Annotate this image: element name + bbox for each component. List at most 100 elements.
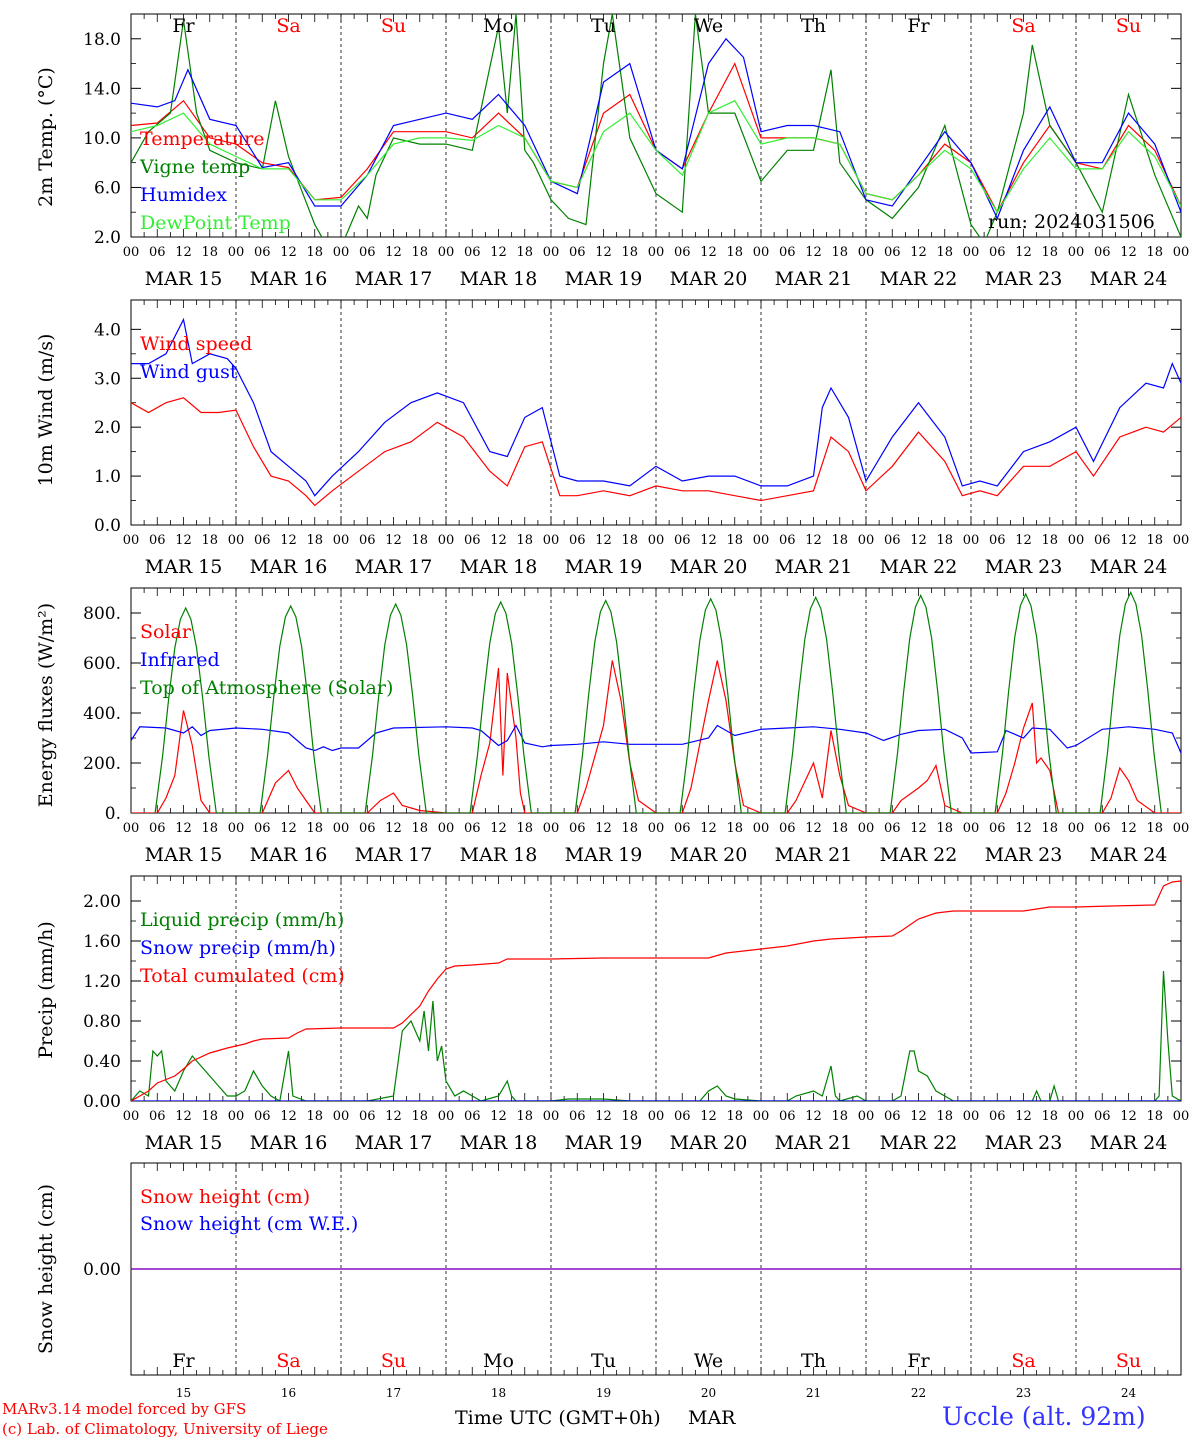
hour-tick-label: 12 bbox=[280, 533, 297, 548]
hour-tick-label: 06 bbox=[989, 1109, 1006, 1124]
hour-tick-label: 06 bbox=[254, 533, 271, 548]
date-label: MAR 18 bbox=[460, 1132, 538, 1154]
hour-tick-label: 12 bbox=[1015, 245, 1032, 260]
hour-tick-label: 06 bbox=[779, 1109, 796, 1124]
hour-tick-label: 06 bbox=[359, 533, 376, 548]
hour-tick-label: 18 bbox=[831, 821, 848, 836]
run-label: run: 2024031506 bbox=[988, 211, 1155, 233]
legend-entry: Snow height (cm W.E.) bbox=[140, 1213, 358, 1235]
hour-tick-label: 00 bbox=[648, 533, 665, 548]
hour-tick-label: 12 bbox=[595, 821, 612, 836]
date-label: MAR 16 bbox=[250, 844, 328, 866]
hour-tick-label: 12 bbox=[385, 1109, 402, 1124]
hour-tick-label: 18 bbox=[306, 821, 323, 836]
weekday-label: Su bbox=[381, 15, 406, 37]
hour-tick-label: 18 bbox=[726, 821, 743, 836]
station-label: Uccle (alt. 92m) bbox=[942, 1402, 1146, 1431]
hour-tick-label: 12 bbox=[1120, 245, 1137, 260]
y-tick-label: 0.00 bbox=[83, 1092, 121, 1112]
hour-tick-label: 00 bbox=[753, 821, 770, 836]
weekday-label: Fr bbox=[172, 15, 195, 37]
weekday-label: Sa bbox=[276, 15, 300, 37]
date-label: MAR 20 bbox=[670, 844, 748, 866]
hour-tick-label: 00 bbox=[963, 1109, 980, 1124]
legend-entry: Total cumulated (cm) bbox=[140, 965, 345, 987]
hour-tick-label: 00 bbox=[123, 1109, 140, 1124]
hour-tick-label: 18 bbox=[1041, 821, 1058, 836]
hour-tick-label: 18 bbox=[516, 245, 533, 260]
hour-tick-label: 12 bbox=[910, 821, 927, 836]
weekday-label: Su bbox=[381, 1350, 406, 1372]
date-label: MAR 24 bbox=[1090, 1132, 1168, 1154]
hour-tick-label: 12 bbox=[595, 245, 612, 260]
day-number-label: 16 bbox=[281, 1386, 296, 1400]
hour-tick-label: 18 bbox=[411, 821, 428, 836]
y-tick-label: 1.60 bbox=[83, 932, 121, 952]
date-label: MAR 17 bbox=[355, 268, 433, 290]
hour-tick-label: 06 bbox=[359, 821, 376, 836]
hour-tick-label: 18 bbox=[411, 1109, 428, 1124]
legend-entry: Humidex bbox=[140, 184, 227, 206]
hour-tick-label: 18 bbox=[306, 1109, 323, 1124]
date-label: MAR 21 bbox=[775, 556, 853, 578]
date-label: MAR 16 bbox=[250, 268, 328, 290]
day-number-label: 18 bbox=[491, 1386, 506, 1400]
weekday-label: Mo bbox=[483, 1350, 514, 1372]
hour-tick-label: 12 bbox=[280, 1109, 297, 1124]
date-label: MAR 15 bbox=[145, 844, 223, 866]
hour-tick-label: 18 bbox=[201, 245, 218, 260]
hour-tick-label: 06 bbox=[779, 245, 796, 260]
hour-tick-label: 00 bbox=[753, 245, 770, 260]
hour-tick-label: 18 bbox=[621, 821, 638, 836]
date-label: MAR 18 bbox=[460, 844, 538, 866]
hour-tick-label: 12 bbox=[1015, 821, 1032, 836]
date-label: MAR 20 bbox=[670, 556, 748, 578]
hour-tick-label: 00 bbox=[123, 533, 140, 548]
date-label: MAR 23 bbox=[985, 556, 1063, 578]
hour-tick-label: 18 bbox=[411, 533, 428, 548]
weekday-label: Tu bbox=[591, 1350, 616, 1372]
hour-tick-label: 06 bbox=[779, 821, 796, 836]
date-label: MAR 22 bbox=[880, 844, 958, 866]
hour-tick-label: 06 bbox=[989, 533, 1006, 548]
hour-tick-label: 12 bbox=[280, 245, 297, 260]
weekday-label: We bbox=[694, 1350, 723, 1372]
hour-tick-label: 18 bbox=[936, 245, 953, 260]
hour-tick-label: 18 bbox=[621, 245, 638, 260]
day-number-label: 15 bbox=[176, 1386, 191, 1400]
hour-tick-label: 12 bbox=[805, 821, 822, 836]
hour-tick-label: 00 bbox=[438, 533, 455, 548]
day-number-label: 21 bbox=[806, 1386, 821, 1400]
hour-tick-label: 12 bbox=[805, 1109, 822, 1124]
date-label: MAR 19 bbox=[565, 844, 643, 866]
date-label: MAR 23 bbox=[985, 844, 1063, 866]
hour-tick-label: 12 bbox=[385, 533, 402, 548]
date-label: MAR 23 bbox=[985, 1132, 1063, 1154]
hour-tick-label: 06 bbox=[989, 821, 1006, 836]
y-tick-label: 0.0 bbox=[94, 516, 121, 536]
hour-tick-label: 06 bbox=[149, 1109, 166, 1124]
hour-tick-label: 12 bbox=[700, 821, 717, 836]
day-number-label: 24 bbox=[1121, 1386, 1137, 1400]
y-tick-label: 14.0 bbox=[83, 79, 121, 99]
panel-precipitation: 0.00 0.40 0.80 1.20 1.60 2.00 Precip (mm/h) Liq… bbox=[35, 875, 1189, 1154]
credit-line-1: MARv3.14 model forced by GFS bbox=[2, 1400, 247, 1418]
hour-tick-label: 06 bbox=[569, 245, 586, 260]
date-label: MAR 22 bbox=[880, 1132, 958, 1154]
legend-entry: Vigne temp bbox=[139, 156, 250, 178]
y-tick-label: 0.40 bbox=[83, 1052, 121, 1072]
hour-tick-label: 12 bbox=[385, 821, 402, 836]
hour-tick-label: 00 bbox=[228, 533, 245, 548]
date-label: MAR 21 bbox=[775, 268, 853, 290]
day-number-label: 17 bbox=[386, 1386, 401, 1400]
hour-tick-label: 00 bbox=[963, 533, 980, 548]
hour-tick-label: 00 bbox=[543, 821, 560, 836]
hour-tick-label: 06 bbox=[674, 533, 691, 548]
hour-tick-label: 06 bbox=[884, 533, 901, 548]
hour-tick-label: 06 bbox=[884, 1109, 901, 1124]
hour-tick-label: 00 bbox=[858, 821, 875, 836]
date-label: MAR 16 bbox=[250, 556, 328, 578]
hour-tick-label: 06 bbox=[884, 245, 901, 260]
panel-temperature: 2.0 6.0 10.0 14.0 18.0 2m Temp. (°C) Temperatu… bbox=[35, 13, 1189, 290]
